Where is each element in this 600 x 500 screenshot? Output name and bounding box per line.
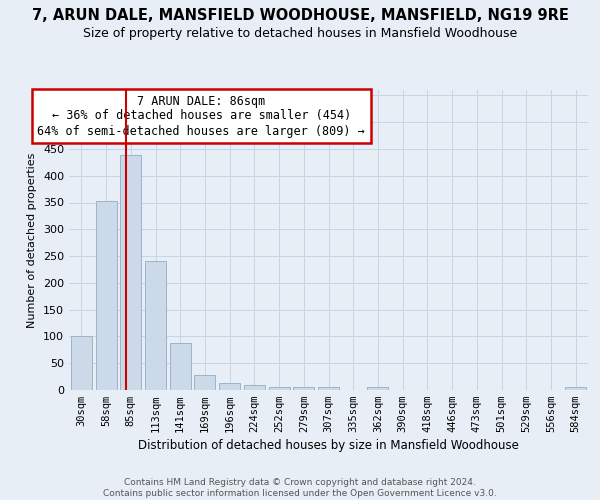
Bar	[244, 385, 265, 390]
X-axis label: Distribution of detached houses by size in Mansfield Woodhouse: Distribution of detached houses by size …	[138, 440, 519, 452]
Text: Contains HM Land Registry data © Crown copyright and database right 2024.
Contai: Contains HM Land Registry data © Crown c…	[103, 478, 497, 498]
Text: 7 ARUN DALE: 86sqm
← 36% of detached houses are smaller (454)
64% of semi-detach: 7 ARUN DALE: 86sqm ← 36% of detached hou…	[37, 94, 365, 138]
Bar	[170, 343, 191, 390]
Bar	[367, 388, 388, 390]
Bar	[95, 202, 116, 390]
Bar	[120, 156, 141, 390]
Bar	[269, 388, 290, 390]
Bar	[293, 388, 314, 390]
Text: Size of property relative to detached houses in Mansfield Woodhouse: Size of property relative to detached ho…	[83, 28, 517, 40]
Text: 7, ARUN DALE, MANSFIELD WOODHOUSE, MANSFIELD, NG19 9RE: 7, ARUN DALE, MANSFIELD WOODHOUSE, MANSF…	[32, 8, 568, 22]
Bar	[71, 336, 92, 390]
Bar	[219, 383, 240, 390]
Bar	[318, 388, 339, 390]
Bar	[145, 262, 166, 390]
Y-axis label: Number of detached properties: Number of detached properties	[28, 152, 37, 328]
Bar	[565, 388, 586, 390]
Bar	[194, 375, 215, 390]
